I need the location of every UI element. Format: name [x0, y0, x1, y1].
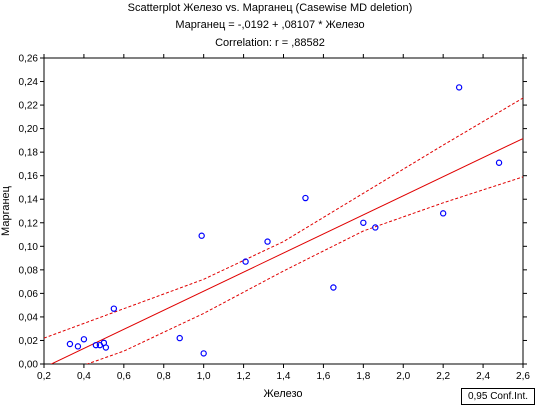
y-tick-label: 0,06 — [19, 289, 39, 300]
x-axis-label: Железо — [263, 388, 302, 400]
data-point — [198, 232, 205, 239]
y-tick-label: 0,04 — [19, 312, 39, 323]
y-tick-label: 0,14 — [19, 195, 39, 206]
regression-line — [50, 138, 523, 364]
x-tick-label: 1,4 — [277, 371, 291, 382]
data-point — [302, 194, 309, 202]
y-tick-label: 0,02 — [19, 336, 39, 347]
plot-area-frame — [43, 57, 524, 365]
x-tick-label: 0,2 — [37, 371, 51, 382]
correlation-text: Correlation: r = ,88582 — [215, 37, 325, 49]
y-tick-label: 0,24 — [19, 77, 39, 88]
y-tick-label: 0,16 — [19, 171, 39, 182]
chart-title: Scatterplot Железо vs. Марганец (Casewis… — [127, 2, 413, 14]
data-point — [176, 334, 183, 342]
x-tick-label: 1,8 — [356, 371, 370, 382]
data-point — [80, 336, 88, 343]
x-tick-label: 2,4 — [476, 371, 490, 382]
data-point — [455, 84, 463, 91]
y-axis-label: Марганец — [0, 185, 12, 236]
data-point — [102, 344, 110, 351]
confidence-lower-line — [85, 176, 523, 364]
y-tick-label: 0,10 — [19, 242, 39, 253]
y-tick-label: 0,08 — [19, 265, 39, 276]
x-tick-label: 2,0 — [396, 371, 410, 382]
y-tick-label: 0,18 — [19, 148, 39, 159]
data-point — [439, 210, 447, 217]
y-tick-label: 0,00 — [19, 360, 39, 371]
x-tick-label: 1,6 — [316, 371, 330, 382]
y-tick-label: 0,20 — [19, 124, 39, 135]
y-tick-label: 0,12 — [19, 218, 39, 229]
data-point — [372, 224, 379, 231]
data-point — [110, 305, 118, 312]
x-tick-label: 0,6 — [117, 371, 131, 382]
data-point — [360, 219, 367, 226]
x-tick-label: 2,6 — [516, 371, 530, 382]
data-point — [264, 238, 271, 245]
y-tick-label: 0,22 — [19, 101, 39, 112]
x-tick-label: 2,2 — [436, 371, 450, 382]
data-point — [74, 343, 82, 350]
confidence-upper-line — [44, 97, 523, 339]
data-point — [200, 350, 207, 357]
x-tick-label: 0,4 — [77, 371, 91, 382]
data-point — [495, 159, 503, 166]
x-tick-label: 0,8 — [157, 371, 171, 382]
confidence-interval-legend: 0,95 Conf.Int. — [461, 388, 535, 405]
x-tick-label: 1,2 — [237, 371, 251, 382]
x-tick-label: 1,0 — [197, 371, 211, 382]
data-point — [242, 258, 249, 265]
y-tick-label: 0,26 — [19, 54, 39, 65]
data-point — [66, 340, 74, 348]
regression-equation: Марганец = -,0192 + ,08107 * Железо — [175, 19, 365, 31]
data-point — [330, 284, 337, 291]
data-point — [92, 341, 100, 349]
